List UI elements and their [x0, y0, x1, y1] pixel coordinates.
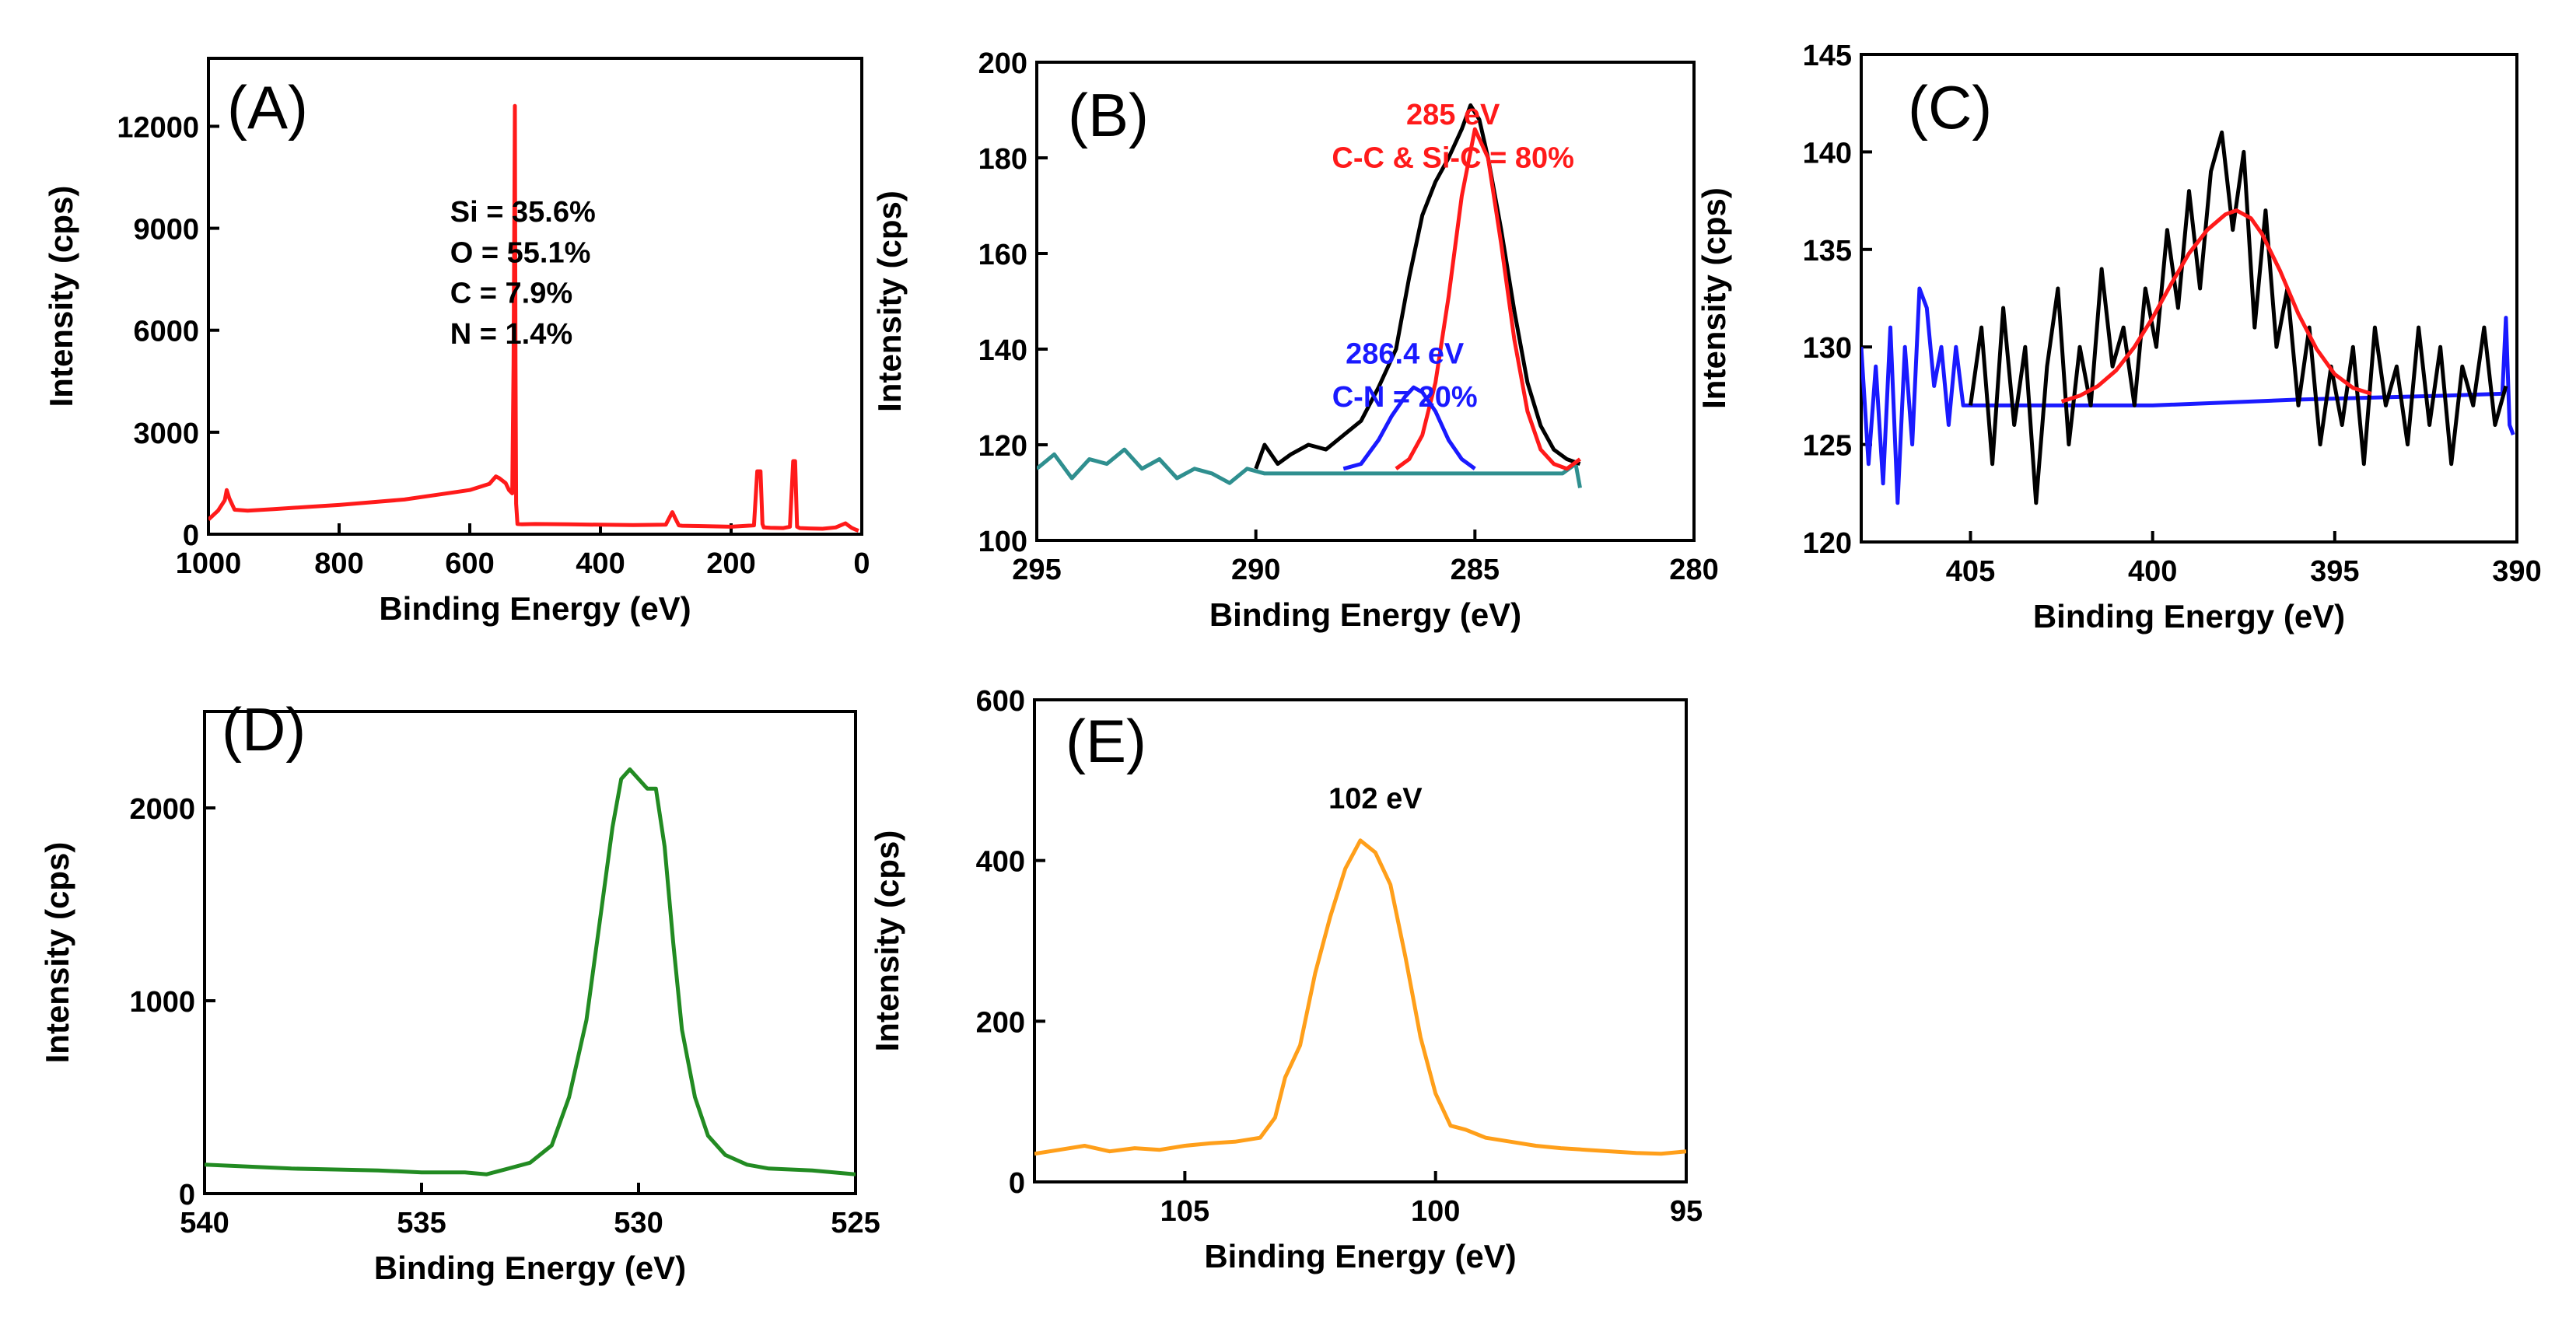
x-tick-label-d-2: 530 — [614, 1207, 663, 1239]
x-tick-label-e-1: 100 — [1411, 1195, 1460, 1228]
y-tick-label-d-2: 2000 — [129, 793, 195, 826]
y-tick-label-c-4: 140 — [1803, 137, 1852, 170]
y-tick-label-d-0: 0 — [179, 1179, 195, 1211]
y-tick-label-c-5: 145 — [1803, 40, 1852, 72]
y-tick-label-a-0: 0 — [183, 519, 199, 552]
y-tick-label-b-4: 180 — [978, 143, 1027, 176]
series-line-c-0 — [1861, 286, 2515, 505]
plot-frame-e — [1033, 698, 1688, 1183]
y-tick-label-b-3: 160 — [978, 239, 1027, 271]
annotation-a-0: Si = 35.6% — [450, 196, 596, 229]
x-tick-label-c-0: 405 — [1946, 555, 1995, 588]
y-axis-label-e: Intensity (cps) — [869, 830, 905, 1052]
panel-label-c: (C) — [1908, 73, 1992, 142]
y-tick-label-c-2: 130 — [1803, 332, 1852, 365]
plot-frame-c — [1860, 53, 2518, 544]
x-axis-label-a: Binding Energy (eV) — [379, 590, 691, 627]
x-tick-label-b-3: 280 — [1669, 554, 1718, 586]
series-line-b-0 — [1037, 447, 1582, 488]
y-tick-label-b-1: 120 — [978, 430, 1027, 463]
panel-label-d: (D) — [222, 695, 306, 764]
y-tick-label-e-1: 200 — [976, 1006, 1025, 1039]
x-tick-label-b-1: 290 — [1231, 554, 1280, 586]
panel-c: 405 400 395 390 120 125 130 135 140 145 Binding En… — [1696, 40, 2542, 635]
annotation-b-0: 285 eV — [1406, 99, 1500, 131]
y-tick-label-c-1: 125 — [1803, 430, 1852, 463]
series-line-c-1 — [1969, 130, 2508, 505]
x-tick-label-c-2: 395 — [2310, 555, 2359, 588]
x-tick-label-d-3: 525 — [831, 1207, 880, 1239]
x-tick-label-d-0: 540 — [180, 1207, 229, 1239]
x-tick-label-a-1: 800 — [314, 547, 363, 580]
y-axis-label-c: Intensity (cps) — [1696, 187, 1732, 409]
series-line-e-0 — [1034, 838, 1686, 1156]
x-tick-label-a-3: 400 — [576, 547, 625, 580]
x-tick-label-e-2: 95 — [1670, 1195, 1703, 1228]
x-tick-label-a-5: 0 — [853, 547, 870, 580]
plot-frame-b — [1035, 61, 1696, 542]
plot-frame-d — [203, 710, 857, 1195]
y-tick-label-a-1: 3000 — [133, 418, 199, 450]
x-axis-label-b: Binding Energy (eV) — [1209, 596, 1521, 633]
series-line-d-0 — [205, 767, 856, 1176]
x-tick-label-d-1: 535 — [397, 1207, 446, 1239]
annotation-e-0: 102 eV — [1328, 783, 1423, 816]
y-tick-label-c-0: 120 — [1803, 527, 1852, 560]
panel-e: 105 100 95 0 200 400 600 Binding Energy (eV) Int… — [869, 685, 1703, 1274]
y-tick-label-b-5: 200 — [978, 47, 1027, 80]
annotation-a-3: N = 1.4% — [450, 318, 572, 351]
x-tick-label-a-4: 200 — [706, 547, 755, 580]
y-tick-label-a-2: 6000 — [133, 316, 199, 348]
series-line-b-2 — [1395, 127, 1581, 471]
y-axis-label-d: Intensity (cps) — [39, 842, 75, 1064]
y-tick-label-c-3: 135 — [1803, 235, 1852, 267]
panel-d: 540 535 530 525 0 1000 2000 Binding Energy (eV)… — [39, 695, 880, 1286]
y-tick-label-a-4: 12000 — [117, 111, 199, 144]
series-line-c-2 — [2060, 208, 2372, 404]
x-tick-label-a-0: 1000 — [176, 547, 242, 580]
y-tick-label-e-3: 600 — [976, 685, 1025, 718]
x-axis-label-c: Binding Energy (eV) — [2033, 598, 2345, 635]
y-tick-label-b-2: 140 — [978, 334, 1027, 367]
x-tick-label-b-2: 285 — [1451, 554, 1500, 586]
annotation-a-2: C = 7.9% — [450, 278, 572, 310]
y-axis-label-a: Intensity (cps) — [43, 186, 79, 407]
y-tick-label-b-0: 100 — [978, 526, 1027, 558]
series-line-b-1 — [1254, 103, 1581, 470]
panel-a: 1000 800 600 400 200 0 0 3000 6000 9000 12000 Bindi… — [43, 57, 870, 627]
plot-frame-a — [207, 57, 863, 536]
x-axis-label-e: Binding Energy (eV) — [1204, 1238, 1516, 1274]
y-axis-label-b: Intensity (cps) — [871, 191, 908, 412]
x-tick-label-c-1: 400 — [2128, 555, 2177, 588]
x-tick-label-e-0: 105 — [1160, 1195, 1209, 1228]
series-line-a-0 — [208, 103, 859, 533]
y-tick-label-e-2: 400 — [976, 846, 1025, 879]
annotation-b-2: 286.4 eV — [1346, 337, 1465, 370]
annotation-a-1: O = 55.1% — [450, 236, 591, 269]
panel-b: 295 290 285 280 100 120 140 160 180 200 Binding En… — [871, 47, 1719, 633]
panel-label-b: (B) — [1068, 81, 1149, 149]
x-tick-label-c-3: 390 — [2492, 555, 2541, 588]
panel-label-e: (E) — [1066, 707, 1146, 775]
x-tick-label-b-0: 295 — [1012, 554, 1061, 586]
y-tick-label-e-0: 0 — [1009, 1167, 1025, 1200]
x-tick-label-a-2: 600 — [445, 547, 494, 580]
x-axis-label-d: Binding Energy (eV) — [374, 1250, 686, 1286]
series-line-b-3 — [1342, 385, 1476, 471]
y-tick-label-d-1: 1000 — [129, 986, 195, 1019]
panel-label-a: (A) — [227, 73, 308, 142]
annotation-b-3: C-N = 20% — [1332, 381, 1478, 414]
annotation-b-1: C-C & Si-C = 80% — [1332, 142, 1573, 174]
y-tick-label-a-3: 9000 — [133, 214, 199, 246]
